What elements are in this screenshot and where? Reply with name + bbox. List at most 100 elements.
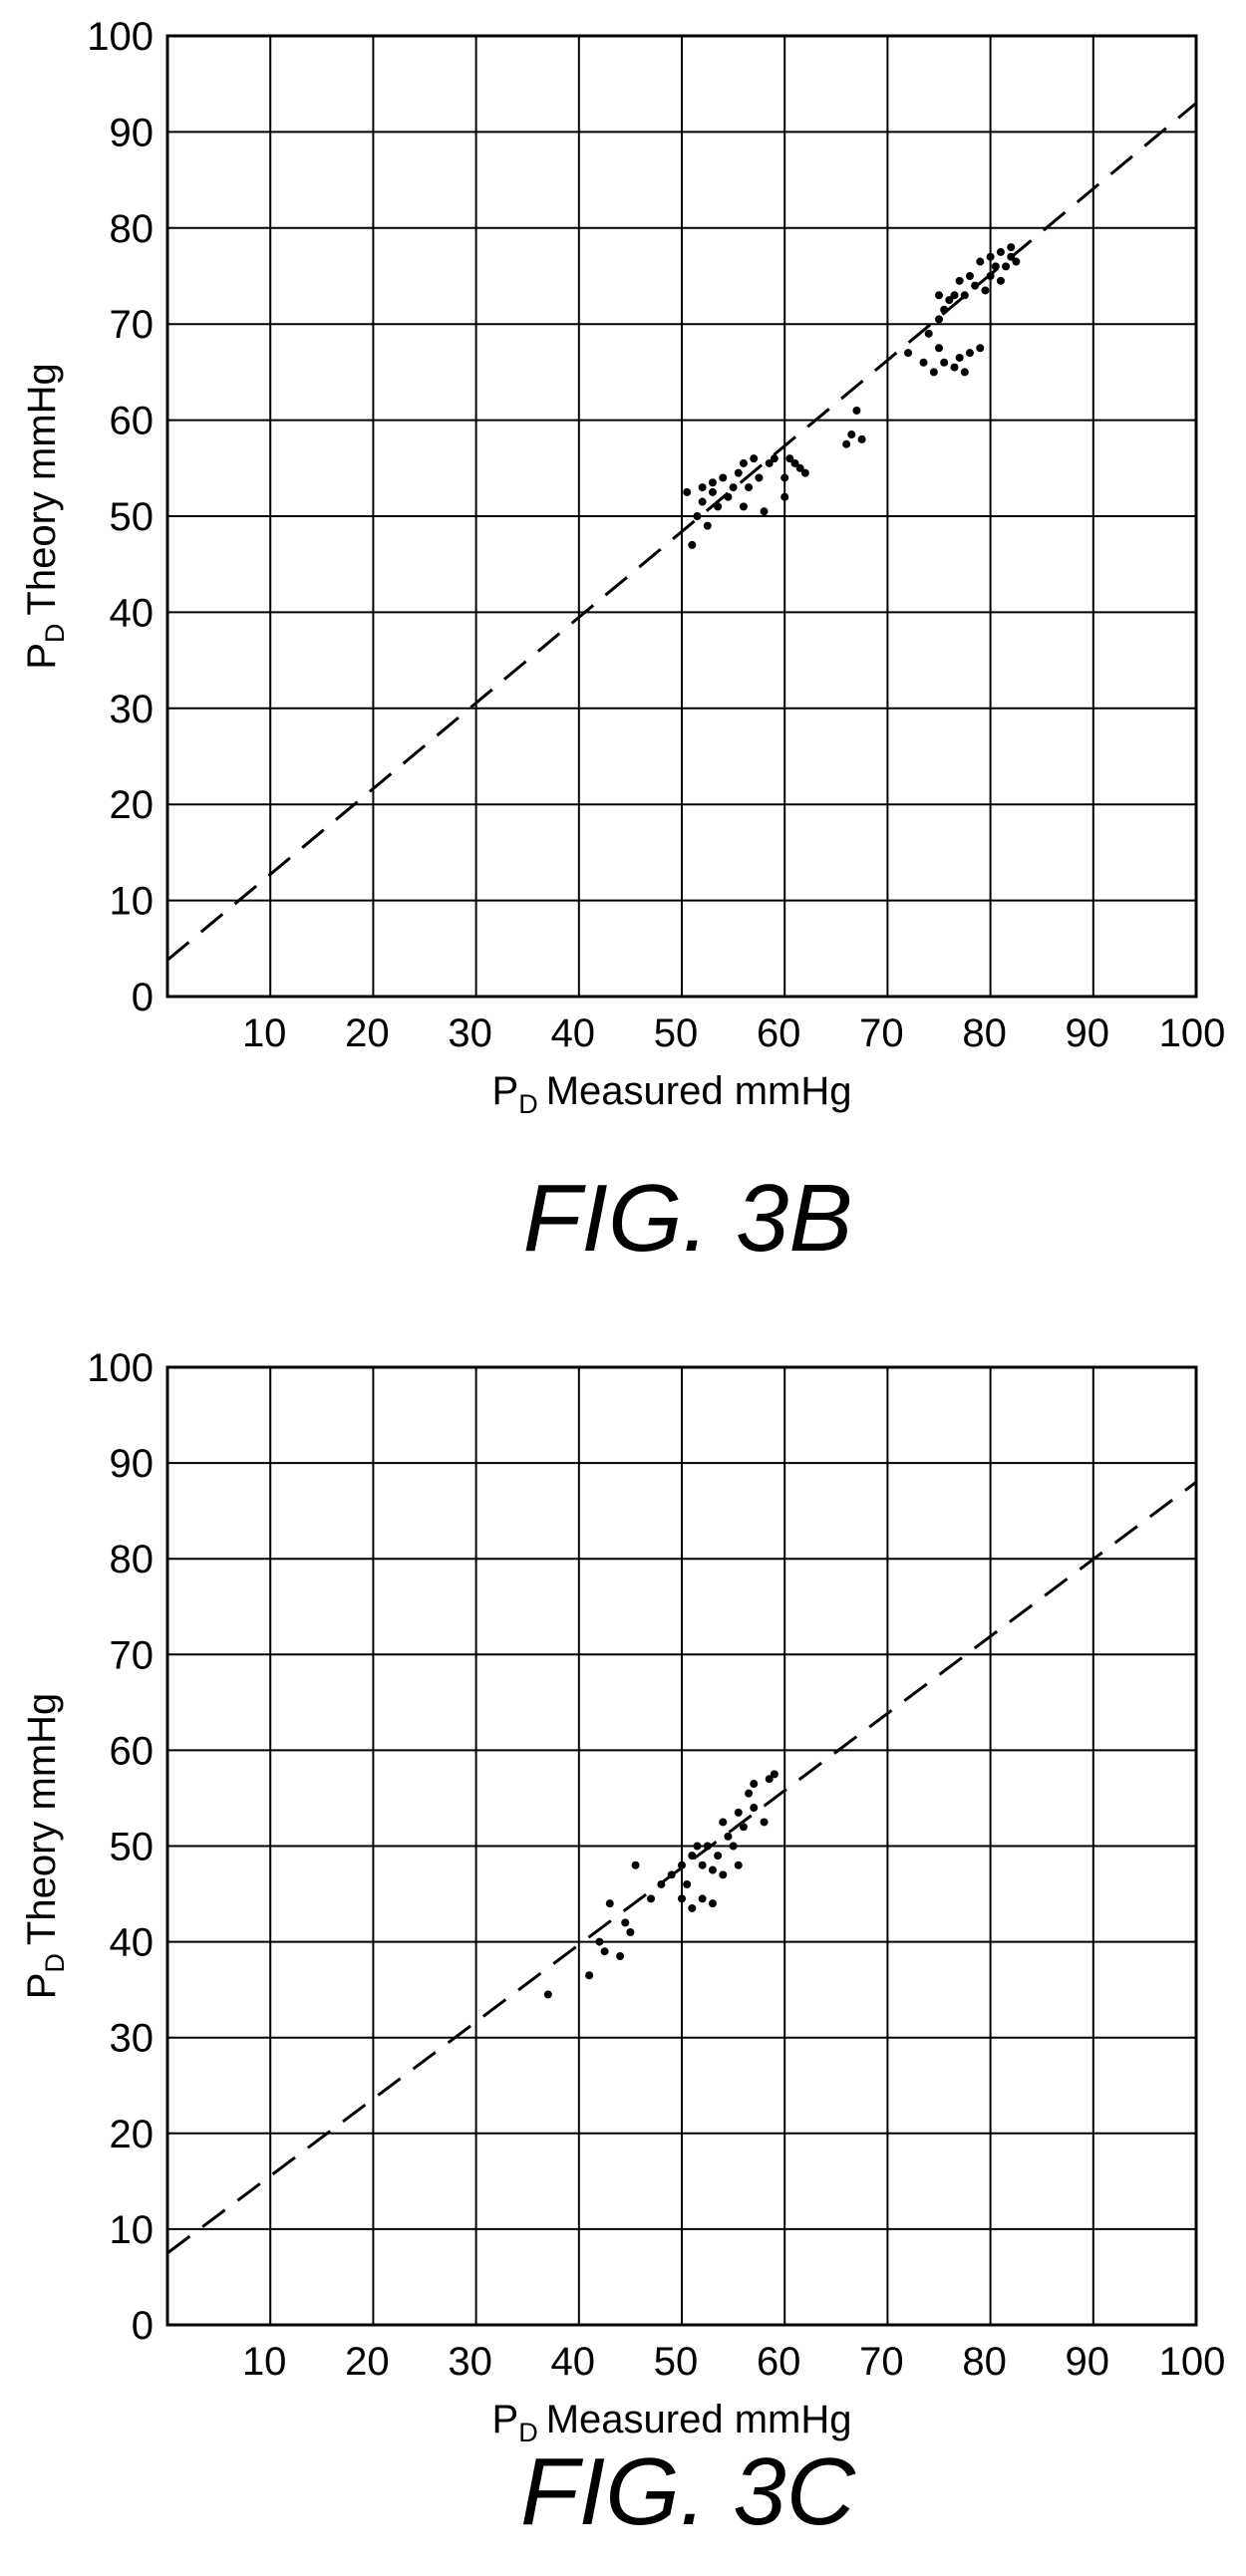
x-tick-label: 40 xyxy=(551,2340,596,2384)
data-point xyxy=(780,492,789,501)
x-axis-label-symbol: P xyxy=(492,1069,519,1113)
data-point xyxy=(698,1860,707,1869)
data-point xyxy=(965,349,974,358)
data-point xyxy=(755,473,764,482)
chart-fig-3c: 0 10 20 30 40 50 60 70 80 90 100 10 20 30 40 50 60 70 80 90… xyxy=(20,1346,1225,2545)
y-tick-label: 70 xyxy=(110,1633,155,1677)
data-point xyxy=(595,1937,604,1946)
x-tick-label: 30 xyxy=(448,2340,492,2384)
data-point xyxy=(750,1804,759,1813)
y-tick-label: 0 xyxy=(132,976,154,1019)
data-points xyxy=(543,1770,779,1999)
data-point xyxy=(719,1870,728,1879)
y-axis-label-symbol: P xyxy=(20,643,64,670)
data-point xyxy=(960,291,969,300)
plot-frame xyxy=(165,1365,1198,2327)
data-point xyxy=(621,1918,630,1927)
data-point xyxy=(940,305,949,314)
y-tick-label: 60 xyxy=(110,400,155,443)
x-tick-label: 70 xyxy=(859,1011,904,1055)
x-axis-label-text: Measured mmHg xyxy=(546,2398,852,2441)
data-point xyxy=(940,358,949,367)
data-point xyxy=(976,257,985,266)
data-point xyxy=(683,1879,692,1888)
figure-caption: FIG. 3B xyxy=(523,1165,853,1272)
data-point xyxy=(750,1780,759,1789)
data-point xyxy=(790,458,799,467)
data-point xyxy=(708,1865,717,1874)
data-point xyxy=(971,281,980,290)
data-point xyxy=(631,1860,640,1869)
y-axis-label-subscript: D xyxy=(40,1953,70,1973)
grid xyxy=(167,1367,1196,2325)
data-point xyxy=(904,349,913,358)
data-point xyxy=(929,368,938,377)
data-point xyxy=(770,1770,779,1779)
y-tick-label: 80 xyxy=(110,207,155,251)
y-tick-label: 100 xyxy=(87,15,154,59)
data-point xyxy=(996,276,1005,285)
data-point xyxy=(698,483,707,492)
data-point xyxy=(745,1789,754,1798)
data-point xyxy=(734,1808,743,1817)
data-point xyxy=(585,1971,594,1980)
data-point xyxy=(724,1832,733,1841)
data-point xyxy=(626,1927,635,1936)
data-point xyxy=(703,1842,712,1851)
data-point xyxy=(750,454,759,463)
data-point xyxy=(698,497,707,506)
y-tick-label: 40 xyxy=(110,1921,155,1965)
data-point xyxy=(955,276,964,285)
x-tick-label: 50 xyxy=(654,2340,699,2384)
data-point xyxy=(780,473,789,482)
data-point xyxy=(605,1899,614,1908)
data-point xyxy=(935,291,943,300)
x-tick-label: 40 xyxy=(551,1011,596,1055)
x-axis-label-subscript: D xyxy=(518,2418,538,2447)
data-point xyxy=(935,344,943,353)
x-axis-label-subscript: D xyxy=(518,1089,538,1119)
y-tick-label: 10 xyxy=(110,2208,155,2252)
y-tick-label: 80 xyxy=(110,1538,155,1581)
y-tick-label: 20 xyxy=(110,783,155,827)
data-point xyxy=(698,1894,707,1903)
data-point xyxy=(800,468,809,477)
data-point xyxy=(729,483,738,492)
x-tick-label: 90 xyxy=(1066,2340,1110,2384)
data-point xyxy=(708,478,717,487)
y-axis-label-text: Theory mmHg xyxy=(20,1693,64,1945)
data-point xyxy=(708,1899,717,1908)
data-point xyxy=(986,252,995,261)
y-tick-label: 60 xyxy=(110,1729,155,1773)
data-point xyxy=(935,315,943,324)
y-tick-label: 90 xyxy=(110,111,155,154)
data-point xyxy=(765,458,774,467)
figure-caption: FIG. 3C xyxy=(520,2438,856,2545)
data-point xyxy=(981,286,990,295)
data-point xyxy=(693,512,702,520)
x-tick-label: 20 xyxy=(345,2340,390,2384)
x-tick-label: 90 xyxy=(1066,1011,1110,1055)
data-point xyxy=(842,439,851,448)
y-tick-label: 90 xyxy=(110,1442,155,1486)
data-point xyxy=(996,247,1005,256)
x-tick-label: 60 xyxy=(757,1011,801,1055)
data-point xyxy=(703,521,712,530)
data-point xyxy=(960,368,969,377)
data-point xyxy=(647,1894,656,1903)
y-tick-label: 50 xyxy=(110,1826,155,1869)
data-point xyxy=(919,358,928,367)
y-axis-label-symbol: P xyxy=(20,1973,64,2000)
data-point xyxy=(719,473,728,482)
y-axis-label: PD Theory mmHg xyxy=(20,363,70,670)
data-point xyxy=(950,291,959,300)
data-point xyxy=(950,363,959,372)
plot-frame xyxy=(165,34,1198,999)
dashed-fit-line xyxy=(166,102,1197,962)
data-point xyxy=(852,406,861,415)
y-tick-label: 30 xyxy=(110,688,155,731)
x-tick-label: 10 xyxy=(242,2340,287,2384)
data-point xyxy=(678,1894,686,1903)
data-point xyxy=(1007,243,1016,252)
